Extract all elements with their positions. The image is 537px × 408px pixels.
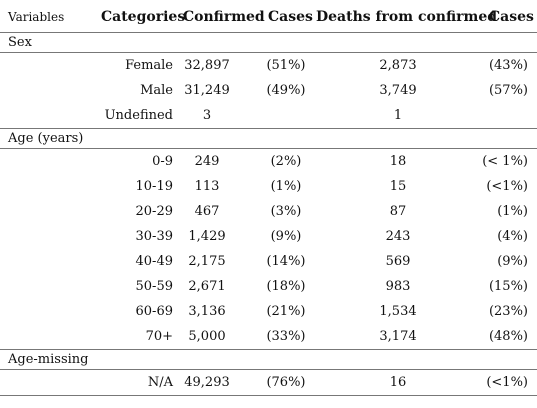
deaths-cell: 3,174 <box>379 329 417 344</box>
confirmed-pct-cell: (9%) <box>270 229 302 244</box>
confirmed-pct-cell: (3%) <box>270 204 302 219</box>
header-confirmed-cases: Cases <box>268 9 313 25</box>
deaths-cell: 983 <box>385 279 411 294</box>
table-row: 40-49 2,175 (14%) 569 (9%) <box>0 249 537 274</box>
deaths-cell: 569 <box>385 254 411 269</box>
confirmed-pct-cell: (21%) <box>266 304 306 319</box>
confirmed-cell: 2,175 <box>188 254 226 269</box>
section-row: Age-missing <box>0 349 537 370</box>
confirmed-cell: 2,671 <box>188 279 226 294</box>
table-row: 10-19 113 (1%) 15 (<1%) <box>0 174 537 199</box>
confirmed-pct-cell: (2%) <box>270 154 302 169</box>
table-body: Sex Female 32,897 (51%) 2,873 (43%) Male 31,249… <box>0 32 537 396</box>
confirmed-cell: 5,000 <box>188 329 226 344</box>
deaths-pct-cell: (4%) <box>497 229 528 244</box>
table-bottom-rule <box>0 395 537 396</box>
confirmed-cell: 3,136 <box>188 304 226 319</box>
category-cell: 0-9 <box>152 154 173 169</box>
deaths-pct-cell: (< 1%) <box>482 154 528 169</box>
deaths-pct-cell: (23%) <box>488 304 528 319</box>
deaths-pct-cell: (48%) <box>488 329 528 344</box>
category-cell: 60-69 <box>135 304 173 319</box>
confirmed-pct-cell: (14%) <box>266 254 306 269</box>
category-cell: Male <box>140 83 173 98</box>
confirmed-pct-cell: (33%) <box>266 329 306 344</box>
category-cell: 10-19 <box>135 179 173 194</box>
deaths-cell: 18 <box>389 154 407 169</box>
header-confirmed: Confirmed <box>183 9 265 25</box>
table-row: 60-69 3,136 (21%) 1,534 (23%) <box>0 299 537 324</box>
category-cell: 20-29 <box>135 204 173 219</box>
table-row: N/A 49,293 (76%) 16 (<1%) <box>0 370 537 395</box>
deaths-pct-cell: (57%) <box>488 83 528 98</box>
category-cell: 30-39 <box>135 229 173 244</box>
confirmed-cell: 467 <box>194 204 220 219</box>
table-row: Male 31,249 (49%) 3,749 (57%) <box>0 78 537 103</box>
confirmed-cell: 3 <box>202 108 212 123</box>
deaths-pct-cell: (15%) <box>488 279 528 294</box>
deaths-cell: 3,749 <box>379 83 417 98</box>
deaths-pct-cell: (1%) <box>497 204 528 219</box>
deaths-cell: 1 <box>393 108 403 123</box>
confirmed-pct-cell: (49%) <box>266 83 306 98</box>
confirmed-cell: 249 <box>194 154 220 169</box>
table-row: 30-39 1,429 (9%) 243 (4%) <box>0 224 537 249</box>
deaths-cell: 15 <box>389 179 407 194</box>
table-header-row: Variables Categories Confirmed Cases Dea… <box>0 0 537 32</box>
header-categories: Categories <box>101 9 186 25</box>
header-variables: Variables <box>8 10 65 24</box>
table-row: Undefined 3 1 <box>0 103 537 128</box>
category-cell: 50-59 <box>135 279 173 294</box>
deaths-pct-cell: (43%) <box>488 58 528 73</box>
section-label: Age (years) <box>8 131 84 146</box>
statistics-table: Variables Categories Confirmed Cases Dea… <box>0 0 537 396</box>
confirmed-pct-cell: (1%) <box>270 179 302 194</box>
section-row: Sex <box>0 32 537 53</box>
category-cell: Female <box>125 58 173 73</box>
confirmed-cell: 1,429 <box>188 229 226 244</box>
confirmed-pct-cell: (51%) <box>266 58 306 73</box>
confirmed-cell: 31,249 <box>184 83 230 98</box>
confirmed-cell: 32,897 <box>184 58 230 73</box>
deaths-cell: 1,534 <box>379 304 417 319</box>
deaths-pct-cell: (<1%) <box>486 375 528 390</box>
table-row: 0-9 249 (2%) 18 (< 1%) <box>0 149 537 174</box>
category-cell: Undefined <box>104 108 173 123</box>
confirmed-pct-cell: (18%) <box>266 279 306 294</box>
section-label: Age-missing <box>8 352 89 367</box>
header-deaths-cases: Cases <box>489 9 534 25</box>
table-row: 50-59 2,671 (18%) 983 (15%) <box>0 274 537 299</box>
confirmed-cell: 49,293 <box>184 375 230 390</box>
category-cell: 70+ <box>145 329 173 344</box>
category-cell: 40-49 <box>135 254 173 269</box>
confirmed-cell: 113 <box>194 179 220 194</box>
deaths-cell: 16 <box>389 375 407 390</box>
table-row: 70+ 5,000 (33%) 3,174 (48%) <box>0 324 537 349</box>
deaths-cell: 87 <box>389 204 407 219</box>
section-row: Age (years) <box>0 128 537 149</box>
section-label: Sex <box>8 35 32 50</box>
category-cell: N/A <box>147 375 173 390</box>
deaths-pct-cell: (9%) <box>497 254 528 269</box>
table-row: Female 32,897 (51%) 2,873 (43%) <box>0 53 537 78</box>
deaths-cell: 243 <box>385 229 411 244</box>
confirmed-pct-cell: (76%) <box>266 375 306 390</box>
table-row: 20-29 467 (3%) 87 (1%) <box>0 199 537 224</box>
header-deaths: Deaths from confirmed <box>316 9 498 25</box>
deaths-cell: 2,873 <box>379 58 417 73</box>
deaths-pct-cell: (<1%) <box>486 179 528 194</box>
